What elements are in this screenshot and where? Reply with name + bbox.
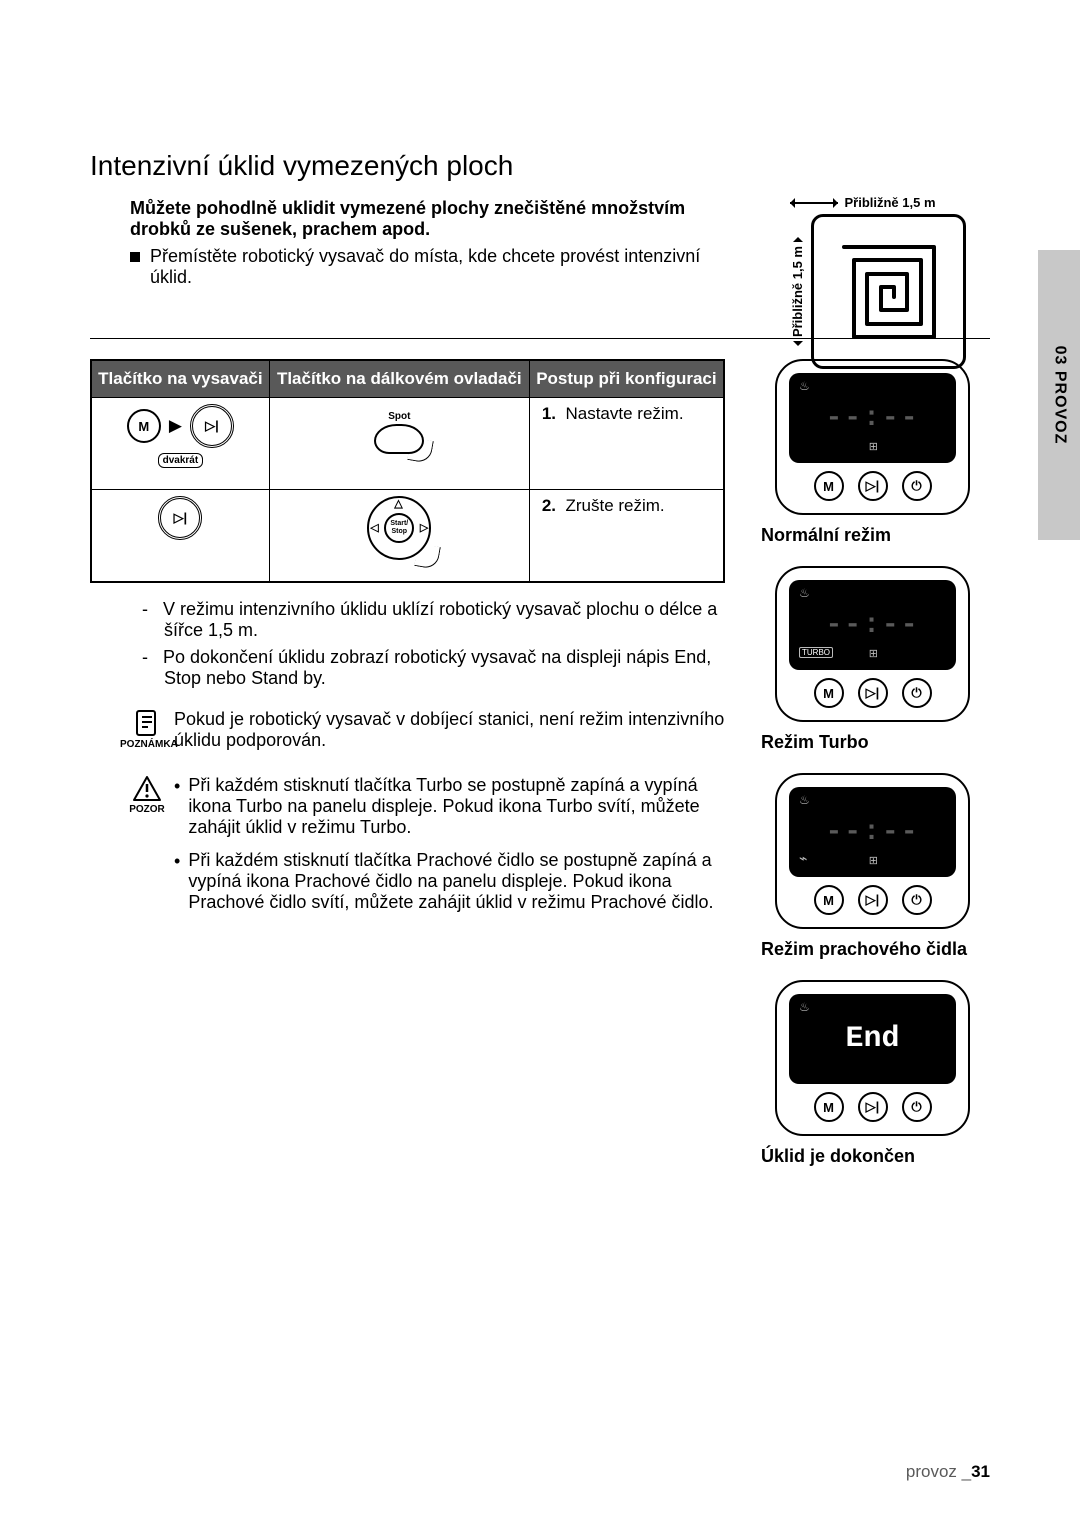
playpause-button-icon: ▷| [858,471,888,501]
page-heading: Intenzivní úklid vymezených ploch [90,150,990,182]
cell-vacuum-btn-2: ▷| [91,490,269,582]
dust-sensor-icon: ⌁ [799,850,807,867]
remote-dpad-icon: Start/ Stop △ ◁ ▷ [367,496,431,560]
spiral-side-label: Přibližně 1,5 m [790,242,805,341]
heat-icon: ♨ [799,379,810,393]
info-row: POZNÁMKA Pokud je robotický vysavač v do… [120,709,725,751]
table-row: M ▶ ▷| dvakrát Spot [91,398,724,490]
table-row: ▷| Start/ Stop △ ◁ ▷ 2. [91,490,724,582]
table-header-2: Tlačítko na dálkovém ovladači [269,360,529,398]
device-panel-turbo: ♨ --:-- TURBO ⊞ M ▷| ⏻ [775,566,970,722]
table-header-1: Tlačítko na vysavači [91,360,269,398]
heat-icon: ♨ [799,586,810,600]
caution-row: POZOR •Při každém stisknutí tlačítka Tur… [120,775,725,925]
device-panel-end: ♨ End M ▷| ⏻ [775,980,970,1136]
playpause-button-icon: ▷| [158,496,202,540]
cell-vacuum-btn: M ▶ ▷| dvakrát [91,398,269,490]
spiral-icon [829,232,949,352]
device-caption: Režim prachového čidla [755,939,990,960]
device-caption: Režim Turbo [755,732,990,753]
table-header-3: Postup při konfiguraci [529,360,724,398]
playpause-button-icon: ▷| [858,678,888,708]
cell-step-2: 2. Zrušte režim. [529,490,724,582]
turbo-label: TURBO [799,647,833,658]
heat-icon: ♨ [799,793,810,807]
info-text: Pokud je robotický vysavač v dobíjecí st… [174,709,725,751]
device-caption: Úklid je dokončen [755,1146,990,1167]
mode-button-icon: M [814,678,844,708]
bullet-text: Přemístěte robotický vysavač do místa, k… [150,246,730,288]
mode-indicator-icon: ⊞ [869,647,878,660]
power-button-icon: ⏻ [902,885,932,915]
mode-button-icon: M [814,1092,844,1122]
power-button-icon: ⏻ [902,678,932,708]
arrow-right-icon: ▶ [169,416,182,436]
spiral-top-label: Přibližně 1,5 m [838,195,941,210]
note-item: - V režimu intenzivního úklidu uklízí ro… [142,599,725,641]
heat-icon: ♨ [799,1000,810,1014]
note-list: - V režimu intenzivního úklidu uklízí ro… [142,599,725,689]
controls-table: Tlačítko na vysavači Tlačítko na dálkové… [90,359,725,583]
arrow-horizontal-icon [790,202,838,204]
triangle-up-icon [793,232,803,242]
device-panel-normal: ♨ --:-- ⊞ M ▷| ⏻ [775,359,970,515]
note-item: - Po dokončení úklidu zobrazí robotický … [142,647,725,689]
power-button-icon: ⏻ [902,471,932,501]
mode-indicator-icon: ⊞ [869,440,878,453]
playpause-button-icon: ▷| [190,404,234,448]
device-caption: Normální režim [755,525,990,546]
caution-icon: POZOR [120,775,174,815]
cell-step-1: 1. Nastavte režim. [529,398,724,490]
note-icon: POZNÁMKA [120,709,174,750]
mode-button-icon: M [814,885,844,915]
playpause-button-icon: ▷| [858,1092,888,1122]
remote-spot-icon: Spot [374,411,424,454]
cell-remote-round: Start/ Stop △ ◁ ▷ [269,490,529,582]
dvak-label: dvakrát [158,453,204,468]
spiral-side-label-wrap: Přibližně 1,5 m [790,232,805,351]
spiral-box [811,214,966,369]
device-panel-dust: ♨ --:-- ⌁ ⊞ M ▷| ⏻ [775,773,970,929]
mode-button-icon: M [127,409,161,443]
cell-remote-spot: Spot [269,398,529,490]
mode-indicator-icon: ⊞ [869,854,878,867]
mode-button-icon: M [814,471,844,501]
square-bullet-icon [130,252,140,262]
playpause-button-icon: ▷| [858,885,888,915]
triangle-down-icon [793,341,803,351]
spiral-figure: Přibližně 1,5 m Přibližně 1,5 m [790,195,990,369]
power-button-icon: ⏻ [902,1092,932,1122]
device-column: ♨ --:-- ⊞ M ▷| ⏻ Normální režim ♨ [755,359,990,1187]
page-footer: provoz _31 [906,1462,990,1482]
caution-text: •Při každém stisknutí tlačítka Turbo se … [174,775,725,925]
